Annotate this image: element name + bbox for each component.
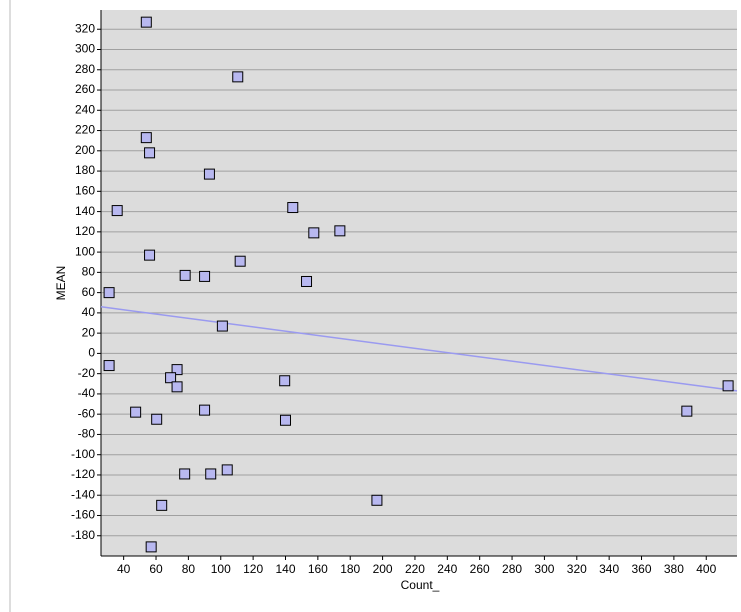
data-point <box>334 225 346 237</box>
y-tick-label: 280 <box>75 62 95 76</box>
x-tick-label: 400 <box>696 562 716 576</box>
y-tick-label: -40 <box>78 386 96 400</box>
data-point <box>111 205 123 217</box>
x-tick-label: 160 <box>308 562 328 576</box>
y-tick-label: 320 <box>75 21 95 35</box>
y-tick-label: -60 <box>78 406 96 420</box>
data-point <box>216 320 228 332</box>
data-point <box>203 168 215 180</box>
x-tick-label: 60 <box>149 562 163 576</box>
x-tick-label: 200 <box>373 562 393 576</box>
data-point <box>103 360 115 372</box>
plot-area <box>101 10 737 556</box>
data-point <box>140 132 152 144</box>
data-point <box>130 406 142 418</box>
x-tick-label: 100 <box>211 562 231 576</box>
y-tick-label: -100 <box>71 447 95 461</box>
y-tick-label: 300 <box>75 42 95 56</box>
y-tick-label: -20 <box>78 366 96 380</box>
y-tick-label: 120 <box>75 224 95 238</box>
x-tick-label: 320 <box>567 562 587 576</box>
y-tick-label: 200 <box>75 143 95 157</box>
x-tick-label: 360 <box>632 562 652 576</box>
x-tick-label: 280 <box>502 562 522 576</box>
y-tick-label: 0 <box>88 346 95 360</box>
y-tick-label: 100 <box>75 244 95 258</box>
y-tick-label: 260 <box>75 82 95 96</box>
y-tick-label: -180 <box>71 528 95 542</box>
y-tick-label: 160 <box>75 183 95 197</box>
data-point <box>179 468 191 480</box>
data-point <box>156 499 168 511</box>
x-tick-label: 240 <box>437 562 457 576</box>
y-tick-label: 180 <box>75 163 95 177</box>
y-tick-label: -80 <box>78 427 96 441</box>
x-axis-label: Count_ <box>401 578 440 592</box>
data-point <box>279 414 291 426</box>
x-tick-label: 380 <box>664 562 684 576</box>
x-tick-label: 140 <box>275 562 295 576</box>
data-point <box>199 404 211 416</box>
x-tick-label: 180 <box>340 562 360 576</box>
data-point <box>205 468 217 480</box>
data-point <box>308 227 320 239</box>
x-tick-label: 40 <box>117 562 131 576</box>
y-tick-label: 140 <box>75 204 95 218</box>
y-tick-label: 80 <box>82 265 96 279</box>
data-point <box>301 275 313 287</box>
data-point <box>144 249 156 261</box>
data-point <box>140 16 152 28</box>
data-point <box>279 375 291 387</box>
data-point <box>151 413 163 425</box>
x-tick-label: 260 <box>470 562 490 576</box>
data-point <box>232 71 244 83</box>
y-tick-label: -120 <box>71 467 95 481</box>
y-axis-label: MEAN <box>54 266 68 301</box>
data-point <box>722 380 734 392</box>
data-point <box>165 372 177 384</box>
data-point <box>103 287 115 299</box>
x-tick-label: 340 <box>599 562 619 576</box>
x-tick-label: 220 <box>405 562 425 576</box>
trend-line <box>100 306 738 392</box>
data-point <box>681 405 693 417</box>
data-point <box>171 364 183 376</box>
data-point <box>145 541 157 553</box>
x-tick-label: 120 <box>243 562 263 576</box>
y-tick-label: 40 <box>82 305 96 319</box>
data-point <box>144 147 156 159</box>
x-tick-label: 80 <box>182 562 196 576</box>
y-tick-label: 20 <box>82 325 96 339</box>
data-point <box>221 464 233 476</box>
data-point <box>199 270 211 282</box>
y-tick-label: 240 <box>75 102 95 116</box>
data-point <box>371 494 383 506</box>
y-tick-label: 60 <box>82 285 96 299</box>
data-point <box>179 269 191 281</box>
x-tick-label: 300 <box>534 562 554 576</box>
data-point <box>234 255 246 267</box>
data-point <box>287 202 299 214</box>
y-tick-label: 220 <box>75 123 95 137</box>
data-point <box>171 381 183 393</box>
y-tick-label: -160 <box>71 508 95 522</box>
y-tick-label: -140 <box>71 487 95 501</box>
